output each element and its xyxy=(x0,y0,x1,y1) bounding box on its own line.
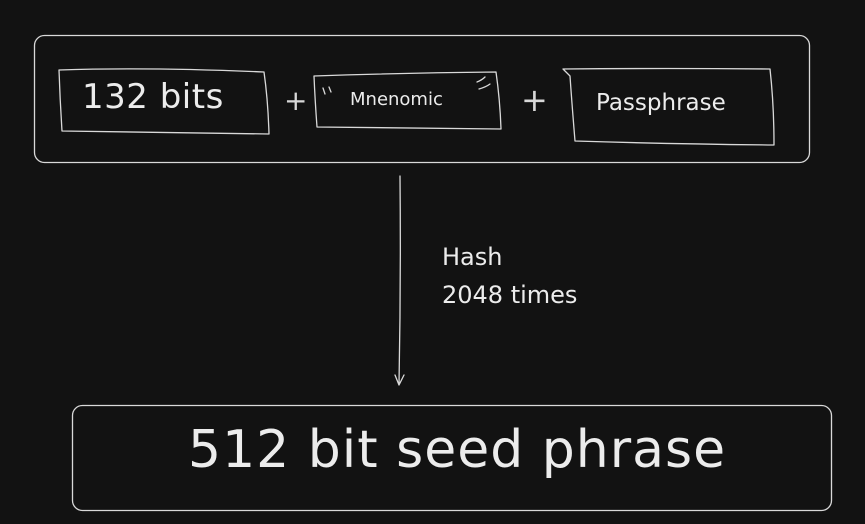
hash-arrow-head xyxy=(394,374,405,386)
mnemonic-label: Mnenomic xyxy=(350,89,443,110)
seed-label: 512 bit seed phrase xyxy=(188,420,727,480)
hash-arrow xyxy=(398,175,401,385)
mnemonic-box xyxy=(313,71,502,130)
passphrase-label: Passphrase xyxy=(596,90,726,116)
plus-sign-1: + xyxy=(284,84,308,117)
plus-sign-2: + xyxy=(521,81,548,119)
inputs-container xyxy=(33,34,811,164)
hash-count-label: 2048 times xyxy=(442,281,578,309)
bits-label: 132 bits xyxy=(82,77,224,117)
mnemonic-close-quote xyxy=(476,76,491,90)
hash-step-label: Hash xyxy=(442,243,503,271)
passphrase-box xyxy=(562,67,775,146)
bits-box xyxy=(58,68,270,135)
seed-box xyxy=(71,404,833,512)
mnemonic-open-quote xyxy=(322,86,332,95)
